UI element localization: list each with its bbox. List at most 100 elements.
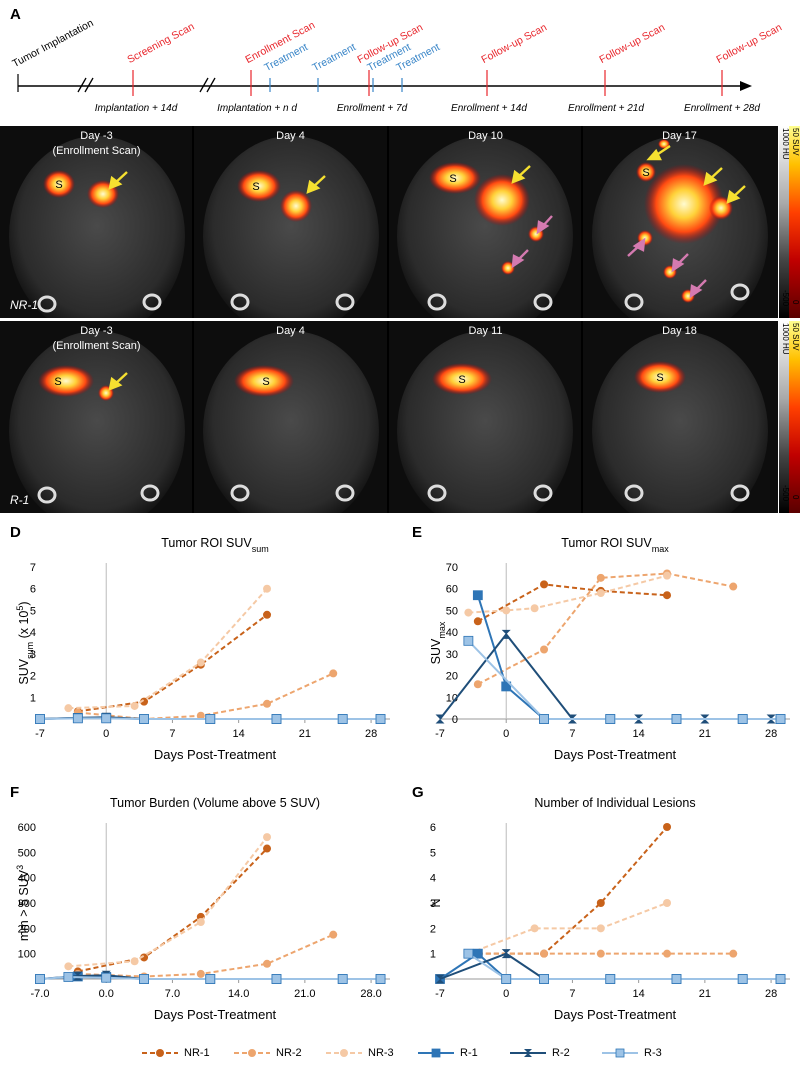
scan-enrollment-label: (Enrollment Scan) (52, 145, 141, 157)
y-tick-label: 2 (430, 923, 436, 935)
chart-title: Tumor Burden (Volume above 5 SUV) (110, 796, 320, 810)
panel-letter-d: D (10, 524, 21, 541)
x-tick-label: -7 (435, 728, 445, 740)
data-point (472, 948, 483, 959)
scan-strip-nr1: S S S S Day -3 (Enrollment Scan) Day 4 D… (0, 126, 778, 318)
colorbar-label: 50 SUV (791, 323, 800, 351)
data-point (337, 714, 348, 724)
data-point (501, 629, 511, 639)
x-tick-label: 7.0 (165, 988, 180, 1000)
x-tick-label: 14 (233, 728, 245, 740)
series-line (467, 640, 781, 720)
panel-letter-f: F (10, 784, 20, 801)
data-point (263, 584, 272, 593)
series-nr-2 (473, 949, 738, 958)
series-r-3 (463, 948, 786, 984)
series-nr-1 (73, 610, 272, 716)
data-point (501, 974, 512, 984)
x-tick-label: 21 (699, 728, 711, 740)
series-r-1 (472, 590, 786, 724)
data-point (473, 680, 482, 689)
data-point (729, 582, 738, 591)
data-point (530, 924, 539, 933)
legend-label: NR-2 (276, 1047, 302, 1059)
data-point (596, 949, 605, 958)
data-point (205, 974, 216, 984)
y-axis-label: mm > 5 SUV3 (15, 865, 31, 941)
scan-subject-label: NR-1 (10, 298, 39, 312)
scan-strip-r1: S S S S Day -3 (Enrollment Scan) Day 4 D… (0, 321, 778, 513)
data-point (63, 972, 74, 982)
data-point (140, 697, 149, 706)
chart-suv-sum: Tumor ROI SUVsum -7 0 7 14 21 28 1 2 3 4 5 6 7 Days Po… (15, 536, 390, 762)
data-point (340, 1049, 348, 1057)
data-point (375, 974, 386, 984)
x-tick-label: 28.0 (360, 988, 381, 1000)
spleen-marker: S (458, 374, 465, 386)
data-point (540, 580, 549, 589)
scan-day-label: Day -3 (80, 325, 113, 337)
data-point (248, 1049, 256, 1057)
series-line (77, 933, 334, 978)
data-point (73, 971, 83, 981)
data-point (501, 949, 511, 959)
chart-tumor-burden: Tumor Burden (Volume above 5 SUV) -7.0 0.0… (15, 796, 390, 1022)
legend-label: NR-3 (368, 1047, 394, 1059)
y-tick-label: 20 (446, 671, 458, 683)
data-point (64, 962, 73, 971)
y-tick-label: 200 (18, 923, 36, 935)
data-point (530, 604, 539, 613)
data-point (64, 704, 73, 713)
data-point (634, 714, 644, 724)
data-point (263, 959, 272, 968)
scan-day-label: Day 10 (468, 130, 503, 142)
legend-label: R-1 (460, 1047, 478, 1059)
spleen-marker: S (656, 372, 663, 384)
x-tick-label: 21 (699, 988, 711, 1000)
data-point (472, 590, 483, 601)
y-tick-label: 30 (446, 649, 458, 661)
legend-item-r-2: R-2 (508, 1046, 570, 1060)
scan-images-nr1: S S S S (9, 126, 768, 318)
data-point (464, 608, 473, 617)
data-point (263, 699, 272, 708)
panel-letter-e: E (412, 524, 423, 541)
data-point (431, 1048, 441, 1058)
data-point (35, 714, 45, 724)
data-point (130, 957, 139, 966)
data-point (329, 669, 338, 678)
x-tick-label: 28 (765, 988, 777, 1000)
chart-legend: NR-1 NR-2 NR-3 R-1 R-2 R-3 (140, 1046, 680, 1068)
data-point (501, 681, 512, 692)
y-tick-label: 3 (430, 898, 436, 910)
x-tick-label: 28 (365, 728, 377, 740)
data-point (539, 714, 549, 724)
data-point (463, 948, 474, 959)
data-point (671, 714, 682, 724)
colorbar-label: 1000 HU (781, 128, 790, 160)
y-tick-label: 3 (30, 649, 36, 661)
x-tick-label: 7 (569, 728, 575, 740)
timeline-sublabel: Enrollment + 7d (336, 103, 408, 114)
y-tick-label: 400 (18, 873, 36, 885)
data-point (196, 711, 205, 720)
data-point (596, 899, 605, 907)
data-point (729, 949, 738, 958)
scan-day-label: Day 17 (662, 130, 697, 142)
legend-swatch (326, 1049, 362, 1057)
spleen-marker: S (449, 173, 456, 185)
data-point (101, 713, 112, 724)
data-point (766, 714, 776, 724)
x-tick-label: 28 (765, 728, 777, 740)
data-point (596, 589, 605, 598)
y-tick-label: 60 (446, 584, 458, 596)
scan-day-label: Day 18 (662, 325, 697, 337)
x-tick-label: -7.0 (31, 988, 50, 1000)
series-nr-2 (473, 569, 738, 689)
y-tick-label: 2 (30, 671, 36, 683)
data-point (263, 610, 272, 619)
data-point (700, 714, 710, 724)
timeline-sublabel: Implantation + n d (217, 103, 297, 114)
chart-title: Number of Individual Lesions (534, 796, 695, 810)
y-tick-label: 500 (18, 847, 36, 859)
